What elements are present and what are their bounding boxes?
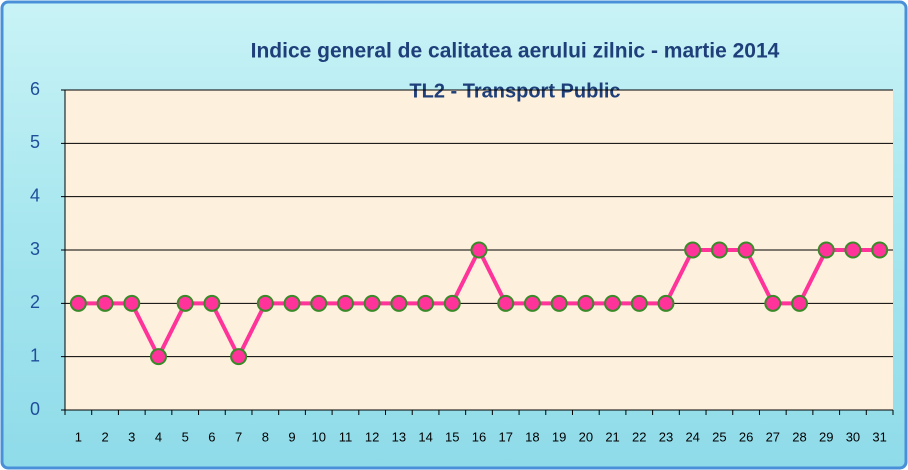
x-tick-label: 3 bbox=[128, 429, 135, 444]
data-point bbox=[470, 241, 488, 259]
data-point bbox=[817, 241, 835, 259]
x-tick-label: 6 bbox=[208, 429, 215, 444]
x-tick-label: 20 bbox=[579, 429, 593, 444]
data-point bbox=[630, 294, 648, 312]
data-point bbox=[737, 241, 755, 259]
y-tick-label: 4 bbox=[30, 185, 40, 205]
data-point bbox=[336, 294, 354, 312]
x-tick-label: 13 bbox=[392, 429, 406, 444]
y-tick-label: 1 bbox=[30, 345, 40, 365]
y-tick-label: 5 bbox=[30, 132, 40, 152]
data-point bbox=[577, 294, 595, 312]
data-point bbox=[363, 294, 381, 312]
data-point bbox=[764, 294, 782, 312]
data-point bbox=[96, 294, 114, 312]
x-tick-label: 11 bbox=[339, 429, 353, 444]
data-point bbox=[657, 294, 675, 312]
x-tick-label: 19 bbox=[552, 429, 566, 444]
data-point bbox=[230, 348, 248, 366]
x-tick-label: 7 bbox=[235, 429, 242, 444]
x-tick-label: 15 bbox=[445, 429, 459, 444]
data-point bbox=[310, 294, 328, 312]
data-point bbox=[844, 241, 862, 259]
x-tick-label: 8 bbox=[262, 429, 269, 444]
data-point bbox=[390, 294, 408, 312]
y-tick-label: 0 bbox=[30, 399, 40, 419]
data-point bbox=[550, 294, 568, 312]
data-point bbox=[283, 294, 301, 312]
x-tick-label: 28 bbox=[792, 429, 806, 444]
x-tick-label: 4 bbox=[155, 429, 162, 444]
data-point bbox=[871, 241, 889, 259]
data-point bbox=[497, 294, 515, 312]
data-point bbox=[69, 294, 87, 312]
data-point bbox=[417, 294, 435, 312]
x-tick-label: 14 bbox=[418, 429, 432, 444]
x-tick-label: 1 bbox=[75, 429, 82, 444]
x-tick-label: 31 bbox=[872, 429, 886, 444]
x-tick-label: 24 bbox=[685, 429, 699, 444]
x-tick-label: 12 bbox=[365, 429, 379, 444]
x-tick-label: 27 bbox=[766, 429, 780, 444]
x-tick-label: 9 bbox=[288, 429, 295, 444]
x-tick-label: 17 bbox=[498, 429, 512, 444]
x-tick-label: 16 bbox=[472, 429, 486, 444]
chart-title: Indice general de calitatea aerului ziln… bbox=[251, 40, 780, 63]
x-tick-label: 23 bbox=[659, 429, 673, 444]
y-tick-label: 2 bbox=[30, 292, 40, 312]
data-point bbox=[710, 241, 728, 259]
x-tick-label: 29 bbox=[819, 429, 833, 444]
x-tick-label: 21 bbox=[605, 429, 619, 444]
x-tick-label: 22 bbox=[632, 429, 646, 444]
x-tick-label: 2 bbox=[101, 429, 108, 444]
x-tick-label: 5 bbox=[182, 429, 189, 444]
x-tick-label: 25 bbox=[712, 429, 726, 444]
data-point bbox=[203, 294, 221, 312]
x-tick-label: 18 bbox=[525, 429, 539, 444]
data-point bbox=[123, 294, 141, 312]
data-point bbox=[256, 294, 274, 312]
y-tick-label: 6 bbox=[30, 79, 40, 99]
data-point bbox=[523, 294, 541, 312]
data-point bbox=[791, 294, 809, 312]
data-point bbox=[684, 241, 702, 259]
chart-subtitle: TL2 - Transport Public bbox=[409, 80, 620, 102]
x-tick-label: 10 bbox=[312, 429, 326, 444]
data-point bbox=[176, 294, 194, 312]
data-point bbox=[604, 294, 622, 312]
x-tick-label: 30 bbox=[846, 429, 860, 444]
data-point bbox=[443, 294, 461, 312]
x-tick-label: 26 bbox=[739, 429, 753, 444]
y-tick-label: 3 bbox=[30, 239, 40, 259]
data-point bbox=[149, 348, 167, 366]
